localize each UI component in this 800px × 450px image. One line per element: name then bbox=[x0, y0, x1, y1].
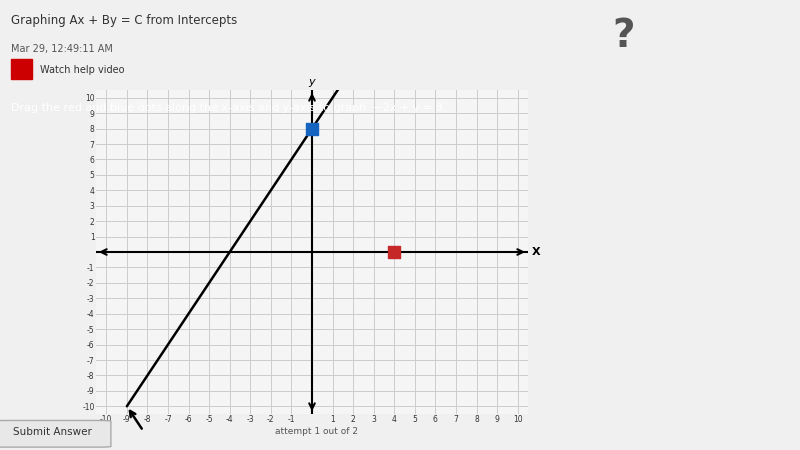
Bar bbox=[10, 59, 32, 79]
FancyBboxPatch shape bbox=[0, 420, 111, 447]
Text: Graphing Ax + By = C from Intercepts: Graphing Ax + By = C from Intercepts bbox=[10, 14, 237, 27]
Point bbox=[388, 248, 401, 256]
Text: Drag the red and blue dots along the x-axis and y-axis to graph  −2x + y = 8.: Drag the red and blue dots along the x-a… bbox=[10, 103, 446, 113]
Point bbox=[306, 125, 318, 132]
Text: ?: ? bbox=[612, 17, 634, 55]
Text: y: y bbox=[309, 77, 315, 87]
Text: Mar 29, 12:49:11 AM: Mar 29, 12:49:11 AM bbox=[10, 44, 113, 54]
Text: attempt 1 out of 2: attempt 1 out of 2 bbox=[275, 428, 358, 436]
Text: X: X bbox=[532, 247, 541, 257]
Text: Watch help video: Watch help video bbox=[40, 65, 124, 75]
Text: Submit Answer: Submit Answer bbox=[14, 427, 92, 437]
